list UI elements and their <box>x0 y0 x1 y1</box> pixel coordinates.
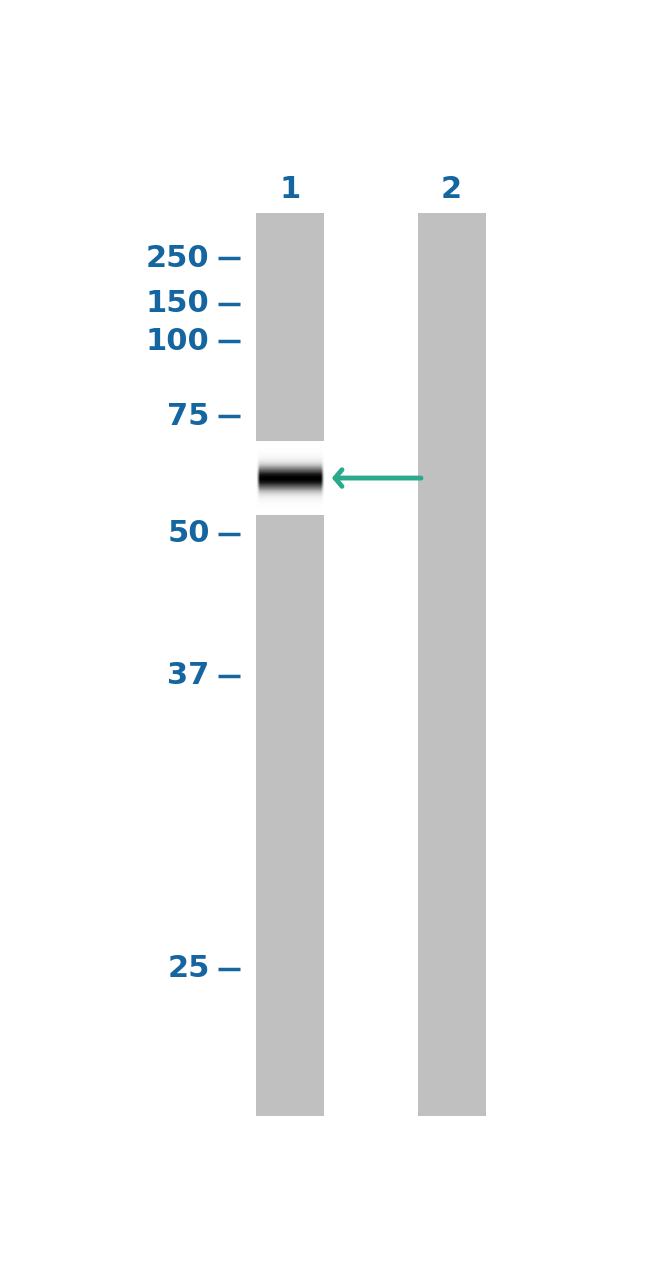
Text: 250: 250 <box>146 244 210 273</box>
Text: 2: 2 <box>441 175 462 204</box>
Text: 75: 75 <box>167 401 210 431</box>
Text: 1: 1 <box>280 175 301 204</box>
Text: 25: 25 <box>167 955 210 983</box>
Bar <box>256 466 324 490</box>
Text: 37: 37 <box>168 662 210 690</box>
Text: 100: 100 <box>146 326 210 356</box>
Bar <box>417 213 486 1115</box>
Text: 150: 150 <box>146 290 210 319</box>
Bar <box>256 213 324 1115</box>
Text: 50: 50 <box>167 519 210 549</box>
